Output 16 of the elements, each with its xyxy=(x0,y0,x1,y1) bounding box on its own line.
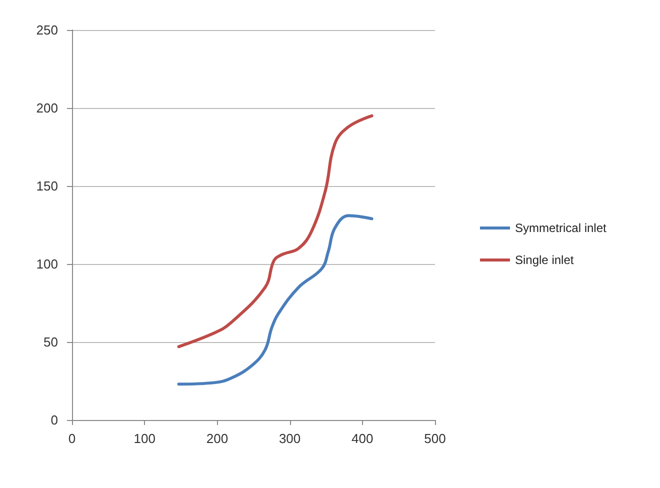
x-tick-label: 100 xyxy=(134,431,156,446)
x-tick-label: 500 xyxy=(424,431,446,446)
y-tick-label: 250 xyxy=(36,22,58,38)
line-series xyxy=(177,114,374,348)
y-tick-label: 150 xyxy=(36,178,58,194)
x-tick-label: 0 xyxy=(68,431,76,446)
x-tick-label: 400 xyxy=(352,431,374,446)
y-tick-label: 100 xyxy=(36,256,58,272)
y-tick-label: 200 xyxy=(36,100,58,116)
legend-label: Symmetrical inlet xyxy=(515,221,608,235)
x-tick-label: 200 xyxy=(206,431,228,446)
legend-label: Single inlet xyxy=(515,253,574,267)
line-series xyxy=(177,214,374,386)
y-tick-label: 50 xyxy=(44,334,58,350)
y-tick-label: 0 xyxy=(50,412,58,428)
x-tick-label: 300 xyxy=(278,431,301,446)
